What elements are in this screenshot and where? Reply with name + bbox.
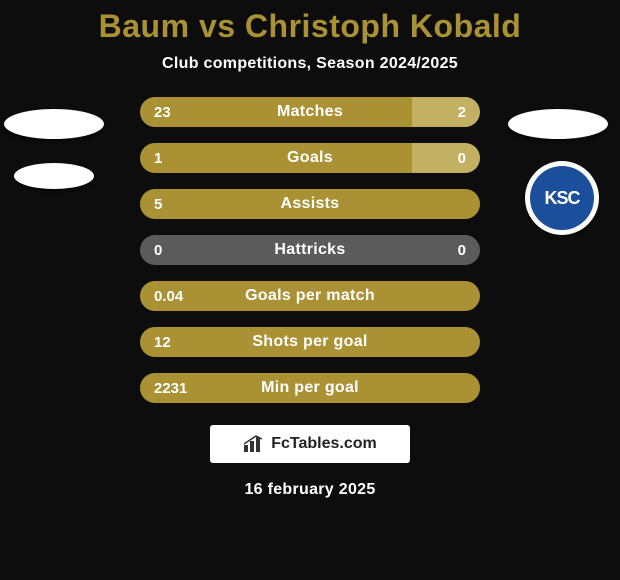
bar-row: 0 0Hattricks	[140, 235, 480, 265]
bar-row: 5Assists	[140, 189, 480, 219]
bar-left-fill	[140, 143, 412, 173]
bar-left-fill	[140, 373, 480, 403]
footer-date: 16 february 2025	[0, 481, 620, 499]
bar-left-fill	[140, 97, 412, 127]
page-title: Baum vs Christoph Kobald	[0, 0, 620, 45]
right-player-badge: KSC	[508, 109, 616, 219]
placeholder-disc	[14, 163, 94, 189]
brand-logo: FcTables.com	[210, 425, 410, 463]
left-player-badge	[4, 109, 112, 219]
club-badge: KSC	[525, 161, 599, 235]
bar-rows: 232Matches 10Goals 5Assists 0 0Hattricks 0.04…	[140, 97, 480, 419]
bar-row: 0.04Goals per match	[140, 281, 480, 311]
chart-icon	[243, 435, 265, 453]
bar-row: 2231Min per goal	[140, 373, 480, 403]
bar-row: 232Matches	[140, 97, 480, 127]
bar-right-fill	[412, 143, 480, 173]
bar-row: 12Shots per goal	[140, 327, 480, 357]
bar-left-value: 0	[140, 235, 176, 265]
bar-left-fill	[140, 327, 480, 357]
comparison-chart: KSC 232Matches 10Goals 5Assists 0 0Hattricks…	[0, 97, 620, 407]
brand-text: FcTables.com	[271, 435, 377, 453]
bar-label: Hattricks	[140, 235, 480, 265]
bar-right-value: 0	[444, 235, 480, 265]
club-abbr: KSC	[530, 166, 594, 230]
placeholder-disc	[508, 109, 608, 139]
bar-right-fill	[412, 97, 480, 127]
bar-left-fill	[140, 189, 480, 219]
placeholder-disc	[4, 109, 104, 139]
bar-left-fill	[140, 281, 480, 311]
bar-row: 10Goals	[140, 143, 480, 173]
subtitle: Club competitions, Season 2024/2025	[0, 55, 620, 73]
